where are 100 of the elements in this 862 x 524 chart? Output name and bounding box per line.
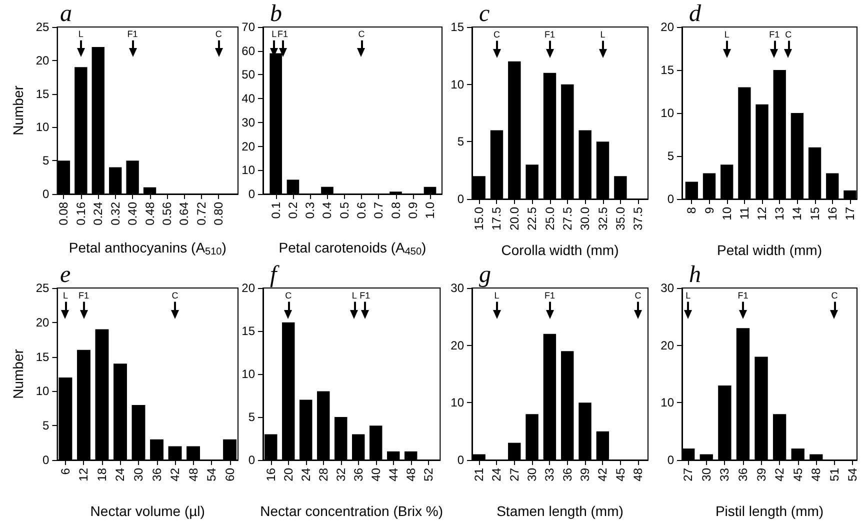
text: 0.32 bbox=[108, 202, 122, 226]
x-tick-label: 27.5 bbox=[560, 206, 574, 230]
x-tick-label: 30 bbox=[699, 468, 714, 482]
x-tick-label: 45 bbox=[790, 468, 805, 482]
ref-line-label: C bbox=[215, 28, 222, 39]
x-tick-label: 10 bbox=[720, 206, 734, 220]
x-tick-label: 52 bbox=[421, 468, 436, 482]
y-tick-label: 10 bbox=[660, 106, 674, 120]
text: 0.56 bbox=[160, 202, 174, 226]
ref-line-label: F1 bbox=[78, 290, 89, 300]
x-tick-label: 33 bbox=[542, 468, 557, 482]
y-tick-label: 30 bbox=[660, 281, 674, 295]
x-tick-label: 42 bbox=[168, 468, 182, 482]
chart-title: h bbox=[689, 262, 701, 288]
x-tick-label: 0.3 bbox=[303, 202, 318, 219]
x-tick-label: 17 bbox=[842, 206, 857, 220]
x-tick-label: 13 bbox=[772, 206, 787, 220]
ref-line-label: F1 bbox=[738, 290, 748, 300]
ref-line-label: C bbox=[831, 290, 838, 300]
y-tick-label: 30 bbox=[242, 115, 256, 130]
x-tick-label: 0.2 bbox=[286, 202, 300, 219]
x-tick-label: 15.0 bbox=[472, 206, 486, 230]
y-tick-label: 60 bbox=[242, 44, 256, 58]
chart-title: c bbox=[479, 1, 490, 27]
y-tick-label: 15 bbox=[36, 86, 50, 101]
ref-line-label: F1 bbox=[769, 29, 780, 40]
y-tick-label: 5 bbox=[667, 149, 674, 163]
x-tick-label: 16 bbox=[264, 468, 278, 482]
y-axis-title: Number bbox=[10, 348, 26, 399]
x-tick-label: 39 bbox=[754, 468, 768, 482]
x-tick-label: 20 bbox=[281, 468, 296, 482]
y-tick-label: 20 bbox=[242, 139, 256, 154]
x-tick-label: 25.0 bbox=[542, 206, 557, 230]
y-tick-label: 15 bbox=[660, 63, 674, 77]
ref-line-label: F1 bbox=[544, 290, 555, 300]
text: 0.16 bbox=[74, 202, 88, 226]
y-tick-label: 0 bbox=[42, 187, 50, 201]
x-tick-label: 45 bbox=[613, 468, 628, 482]
chart-title: f bbox=[270, 262, 280, 288]
y-tick-label: 5 bbox=[42, 154, 50, 168]
ref-line-label: L bbox=[494, 290, 500, 300]
chart-title: d bbox=[689, 1, 702, 27]
y-tick-label: 0 bbox=[667, 192, 674, 206]
x-tick-label: 16 bbox=[825, 206, 840, 220]
y-tick-label: 20 bbox=[242, 281, 256, 295]
x-tick-label: 48 bbox=[809, 468, 824, 482]
ref-line-label: F1 bbox=[277, 28, 288, 39]
y-tick-label: 70 bbox=[242, 20, 256, 34]
y-tick-label: 30 bbox=[450, 281, 464, 295]
y-tick-label: 15 bbox=[36, 350, 50, 364]
ref-line-label: L bbox=[272, 28, 277, 39]
x-tick-label: 35.0 bbox=[613, 206, 628, 230]
ref-line-label: L bbox=[600, 29, 606, 40]
x-tick-label: 30 bbox=[131, 468, 146, 482]
text: 0.64 bbox=[177, 202, 192, 226]
y-tick-label: 5 bbox=[248, 410, 256, 424]
x-tick-label: 36 bbox=[150, 468, 164, 482]
y-tick-label: 10 bbox=[36, 120, 50, 134]
x-tick-label: 12 bbox=[76, 468, 91, 482]
x-tick-label: 0.4 bbox=[320, 202, 334, 219]
ref-line-label: F1 bbox=[544, 29, 556, 40]
x-tick-label: 0.1 bbox=[268, 202, 283, 219]
x-tick-label: 9 bbox=[702, 206, 716, 214]
chart-title: g bbox=[479, 262, 491, 288]
x-tick-label: 20.0 bbox=[507, 206, 522, 230]
x-tick-label: 60 bbox=[222, 468, 237, 482]
text: 0.24 bbox=[91, 202, 106, 226]
ref-line-label: L bbox=[62, 290, 68, 300]
y-tick-label: 0 bbox=[248, 187, 256, 201]
x-tick-label: 32.5 bbox=[596, 206, 610, 230]
y-tick-label: 10 bbox=[660, 396, 674, 410]
x-tick-label: 0.8 bbox=[388, 202, 403, 219]
y-tick-label: 25 bbox=[36, 20, 50, 34]
x-tick-label: 54 bbox=[204, 468, 219, 482]
x-axis-title: Nectar concentration (Brix %) bbox=[260, 503, 443, 519]
x-tick-label: 11 bbox=[737, 206, 752, 220]
ref-line-label: F1 bbox=[127, 28, 138, 39]
x-tick-label: 18 bbox=[94, 468, 109, 482]
y-tick-label: 20 bbox=[450, 338, 464, 352]
x-tick-label: 1.0 bbox=[423, 202, 438, 219]
chart-title: e bbox=[60, 262, 71, 288]
x-tick-label: 48 bbox=[404, 468, 418, 482]
x-tick-label: 0.80 bbox=[212, 202, 226, 226]
text: 0.08 bbox=[56, 202, 71, 226]
ref-line-label: L bbox=[78, 28, 84, 39]
x-axis-title: Nectar volume (µl) bbox=[90, 503, 205, 519]
x-tick-label: 48 bbox=[630, 468, 645, 482]
x-tick-label: 12 bbox=[755, 206, 770, 220]
ref-line-label: C bbox=[172, 290, 179, 300]
y-tick-label: 20 bbox=[660, 20, 674, 34]
x-tick-label: 42 bbox=[772, 468, 787, 482]
y-tick-label: 15 bbox=[450, 20, 464, 34]
x-tick-label: 32 bbox=[334, 468, 348, 482]
y-tick-label: 0 bbox=[457, 453, 464, 467]
y-tick-label: 10 bbox=[242, 367, 256, 381]
y-tick-label: 20 bbox=[36, 315, 50, 330]
text: 0.48 bbox=[142, 202, 157, 226]
x-axis-title: Petal width (mm) bbox=[716, 242, 822, 258]
x-tick-label: 27 bbox=[681, 468, 696, 482]
x-tick-label: 30 bbox=[525, 468, 540, 482]
